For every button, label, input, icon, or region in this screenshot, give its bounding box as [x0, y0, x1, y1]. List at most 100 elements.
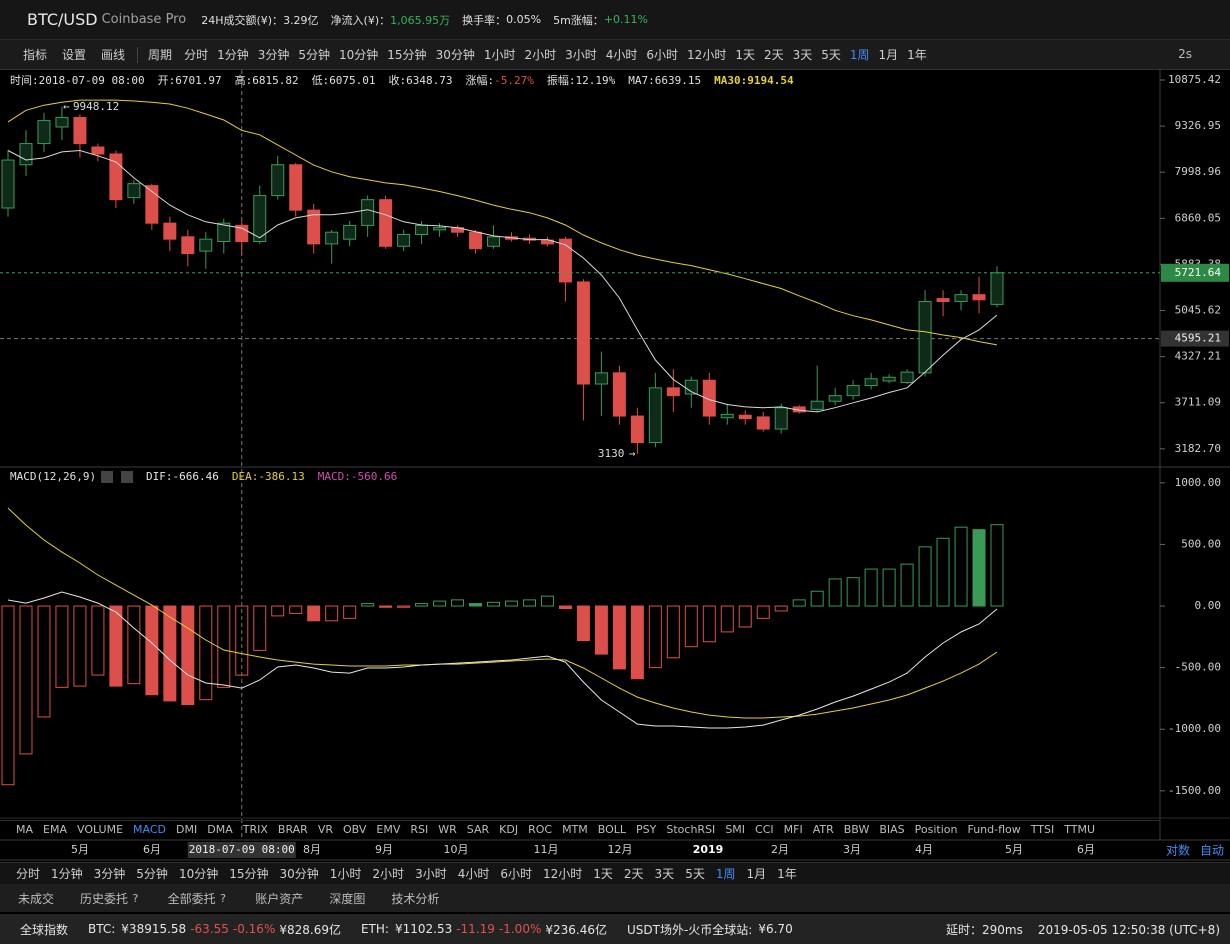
indicator-tab[interactable]: MACD	[133, 823, 167, 836]
indicator-tab[interactable]: BRAR	[277, 823, 308, 836]
tab[interactable]: 历史委托?	[80, 890, 142, 907]
period-button[interactable]: 1天	[593, 867, 613, 881]
macd-bar	[810, 590, 824, 607]
indicator-tab[interactable]: VR	[317, 823, 333, 836]
period-button[interactable]: 1周	[849, 48, 870, 62]
tool-button[interactable]: 画线	[101, 48, 126, 62]
period-button[interactable]: 分时	[16, 867, 41, 881]
indicator-tab[interactable]: EMV	[376, 823, 401, 836]
candle-body	[217, 222, 231, 243]
period-button[interactable]: 分时	[184, 48, 209, 62]
market-label: USDT场外-火币全球站:	[626, 922, 753, 937]
indicator-tab[interactable]: TTSI	[1030, 823, 1055, 836]
info-label: 收:	[388, 74, 407, 87]
info-item: 低:6075.01	[312, 72, 376, 88]
indicator-tab[interactable]: SAR	[466, 823, 490, 836]
period-button[interactable]: 3分钟	[93, 867, 126, 881]
indicator-tab[interactable]: StochRSI	[666, 823, 716, 836]
candle-body	[1, 159, 15, 209]
tab[interactable]: 未成交	[18, 890, 54, 907]
indicator-tab[interactable]: WR	[438, 823, 457, 836]
indicator-tab[interactable]: ATR	[812, 823, 834, 836]
indicator-tab[interactable]: ROC	[528, 823, 553, 836]
macd-bar	[612, 605, 626, 670]
period-button[interactable]: 1小时	[329, 867, 362, 881]
period-button[interactable]: 12小时	[687, 48, 727, 62]
indicator-tab[interactable]: SMI	[725, 823, 746, 836]
period-button[interactable]: 1月	[746, 867, 767, 881]
period-button[interactable]: 6小时	[500, 867, 532, 881]
period-button[interactable]: 5分钟	[298, 48, 330, 62]
candle-body	[325, 231, 339, 245]
period-menu[interactable]: 周期	[148, 48, 173, 62]
footer-right: 延时： 290ms 2019-05-05 12:50:38 (UTC+8)	[946, 921, 1220, 938]
indicator-tab[interactable]: MA	[16, 823, 34, 836]
tab[interactable]: 技术分析	[391, 890, 439, 907]
period-button[interactable]: 4小时	[457, 867, 490, 881]
indicator-tab[interactable]: TRIX	[242, 823, 268, 836]
period-button[interactable]: 6小时	[646, 48, 679, 62]
period-button[interactable]: 1小时	[483, 48, 516, 62]
period-button[interactable]: 1分钟	[51, 867, 83, 881]
period-button[interactable]: 5分钟	[136, 867, 168, 881]
scale-button[interactable]: 自动	[1200, 844, 1224, 858]
period-button[interactable]: 1分钟	[217, 48, 249, 62]
refresh-rate[interactable]: 2s	[1178, 47, 1192, 61]
tool-button[interactable]: 设置	[62, 48, 87, 62]
period-button[interactable]: 3天	[654, 867, 675, 881]
period-button[interactable]: 15分钟	[387, 48, 427, 62]
period-button[interactable]: 3小时	[565, 48, 597, 62]
indicator-tab[interactable]: BOLL	[597, 823, 627, 836]
period-button[interactable]: 1年	[777, 867, 797, 881]
indicator-tab[interactable]: PSY	[636, 823, 657, 836]
period-button[interactable]: 2小时	[524, 48, 557, 62]
indicator-tab[interactable]: Position	[914, 823, 958, 836]
tool-button[interactable]: 指标	[23, 48, 48, 62]
period-button[interactable]: 1天	[735, 48, 755, 62]
indicator-tab[interactable]: DMA	[207, 823, 233, 836]
indicator-tab[interactable]: KDJ	[499, 823, 519, 836]
indicator-tab[interactable]: BBW	[843, 823, 870, 836]
scale-button[interactable]: 对数	[1166, 843, 1190, 858]
indicator-tab[interactable]: RSI	[410, 823, 429, 836]
period-button[interactable]: 2小时	[372, 867, 405, 881]
macd-header: MACD(12,26,9)	[10, 470, 96, 483]
period-button[interactable]: 30分钟	[435, 48, 475, 62]
exchange: Coinbase Pro	[101, 12, 187, 27]
indicator-tab[interactable]: TTMU	[1064, 823, 1096, 836]
period-button[interactable]: 30分钟	[279, 867, 319, 881]
period-button[interactable]: 3小时	[415, 867, 447, 881]
indicator-tab[interactable]: MTM	[562, 823, 588, 836]
macd-bar	[271, 605, 285, 617]
period-button[interactable]: 3天	[792, 48, 813, 62]
y-tick-label: 7998.96	[1175, 165, 1221, 178]
macd-bar	[289, 605, 303, 614]
indicator-tab[interactable]: DMI	[176, 823, 198, 836]
period-button[interactable]: 10分钟	[339, 48, 379, 62]
indicator-tab[interactable]: EMA	[43, 823, 67, 836]
period-button[interactable]: 1周	[715, 867, 736, 881]
indicator-tab[interactable]: Fund-flow	[967, 823, 1021, 836]
indicator-tab[interactable]: BIAS	[879, 823, 905, 836]
macd-bar	[37, 605, 51, 718]
period-button[interactable]: 5天	[821, 48, 841, 62]
period-button[interactable]: 4小时	[605, 48, 638, 62]
period-button[interactable]: 2天	[763, 48, 784, 62]
period-button[interactable]: 2天	[623, 867, 644, 881]
period-button[interactable]: 3分钟	[257, 48, 290, 62]
period-button[interactable]: 1月	[878, 48, 899, 62]
period-button[interactable]: 12小时	[542, 867, 583, 881]
tab[interactable]: 深度图	[329, 890, 365, 907]
period-button[interactable]: 1年	[907, 48, 927, 62]
indicator-tab[interactable]: CCI	[755, 823, 774, 836]
indicator-tab[interactable]: MFI	[783, 823, 803, 836]
macd-bar	[145, 605, 159, 696]
tab-label: 账户资产	[255, 891, 304, 906]
period-button[interactable]: 15分钟	[229, 867, 269, 881]
tab[interactable]: 账户资产	[255, 890, 303, 907]
tab[interactable]: 全部委托?	[168, 890, 230, 907]
indicator-tab[interactable]: OBV	[343, 823, 367, 836]
period-button[interactable]: 5天	[685, 867, 705, 881]
indicator-tab[interactable]: VOLUME	[76, 823, 124, 836]
period-button[interactable]: 10分钟	[178, 867, 219, 881]
